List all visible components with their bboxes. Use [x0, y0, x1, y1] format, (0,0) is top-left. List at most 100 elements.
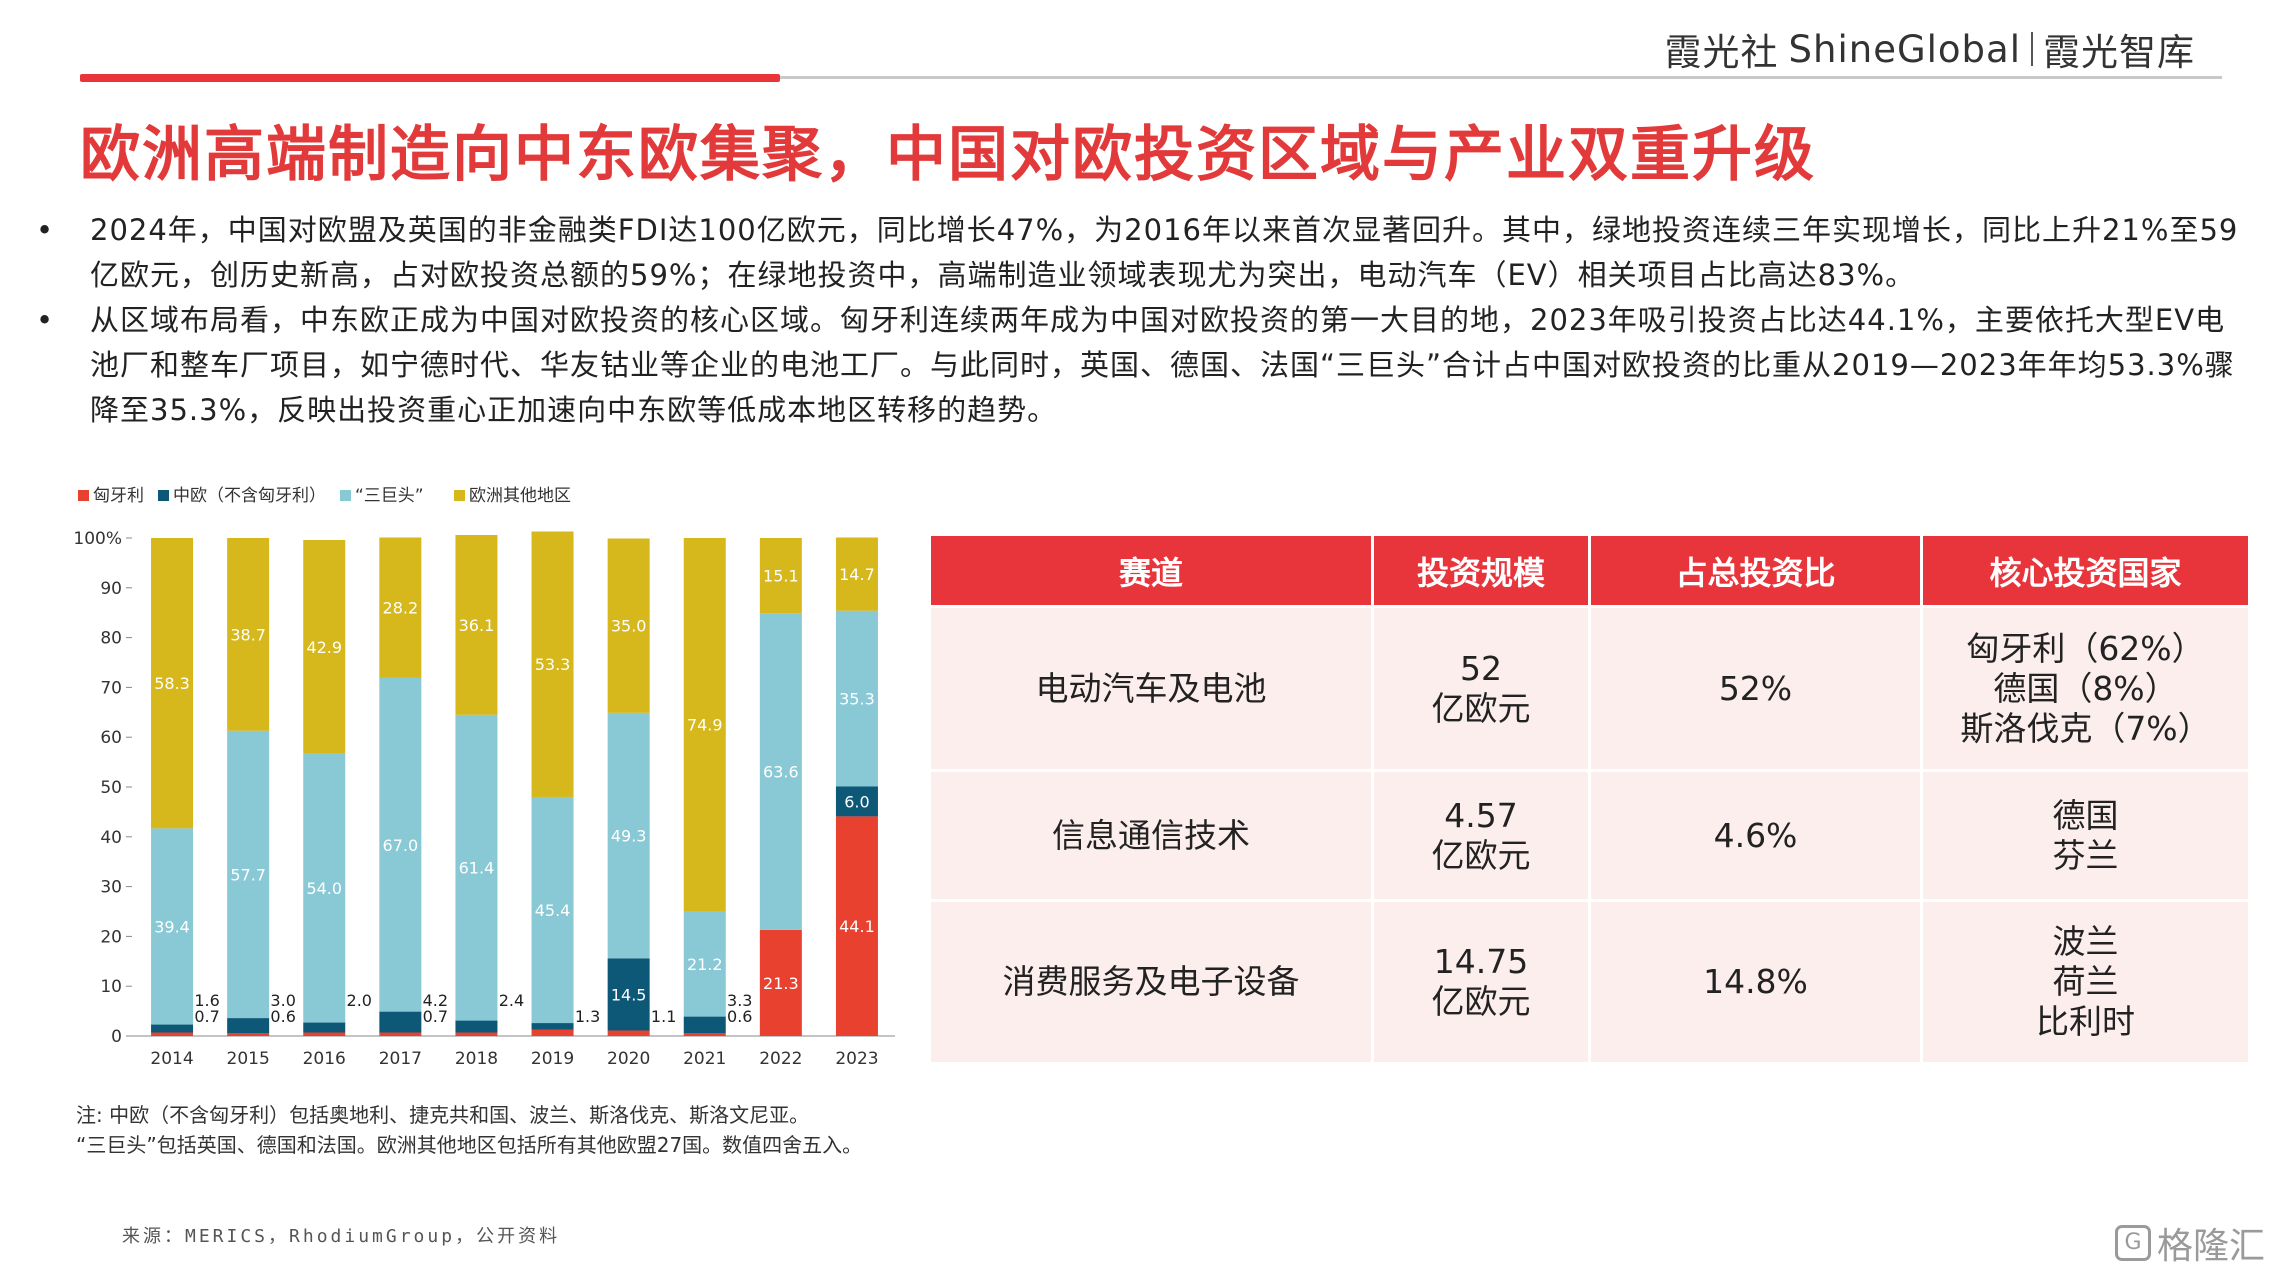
investment-table: 赛道 投资规模 占总投资比 核心投资国家 电动汽车及电池 52 亿欧元 52% 匈… — [928, 533, 2251, 1065]
chart-svg: 匈牙利 中欧（不含匈牙利） “三巨头” 欧洲其他地区 0 10 20 30 40 50 60 70 80… — [73, 486, 895, 1069]
country: 比利时 — [2036, 1002, 2135, 1041]
share-cell: 52% — [1588, 605, 1923, 772]
bar-segment — [835, 816, 878, 1036]
bar-segment — [379, 677, 422, 1012]
country: 荷兰 — [2052, 962, 2119, 1001]
stacked-bar-chart: 匈牙利 中欧（不含匈牙利） “三巨头” 欧洲其他地区 0 10 20 30 40 50 60 70 80… — [60, 470, 930, 1170]
x-tick-label: 2019 — [531, 1049, 574, 1069]
data-label: 4.2 — [423, 991, 448, 1010]
x-tick-label: 2020 — [607, 1049, 650, 1069]
header-rule — [80, 76, 2222, 79]
legend-label: 中欧（不含匈牙利） — [173, 486, 326, 506]
data-label: 61.4 — [459, 859, 495, 878]
data-label: 21.2 — [687, 955, 723, 974]
page-title: 欧洲高端制造向中东欧集聚，中国对欧投资区域与产业双重升级 — [80, 120, 1816, 190]
bar-segment — [303, 539, 346, 754]
brand-right: 霞光智库 — [2043, 31, 2195, 74]
data-label: 0.6 — [727, 1007, 752, 1026]
amount-cell: 52 亿欧元 — [1371, 605, 1591, 772]
country: 波兰 — [2052, 922, 2119, 961]
data-label: 35.3 — [839, 690, 875, 709]
x-tick-label: 2017 — [379, 1049, 422, 1069]
amount-value: 14.75 — [1433, 942, 1529, 981]
legend-swatch — [78, 490, 89, 501]
amount-value: 4.57 — [1444, 795, 1518, 835]
data-label: 49.3 — [611, 827, 647, 846]
data-label: 0.7 — [423, 1007, 448, 1026]
bar-segment — [151, 1024, 194, 1033]
x-tick-label: 2018 — [455, 1049, 498, 1069]
bar-segment — [607, 958, 650, 1031]
bar-segment — [607, 712, 650, 959]
y-tick-label: 70 — [100, 678, 122, 698]
table-header-amount: 投资规模 — [1371, 533, 1591, 608]
amount-cell: 14.75 亿欧元 — [1371, 899, 1591, 1065]
bar-segment — [531, 1029, 574, 1036]
data-label: 14.5 — [611, 985, 647, 1004]
brand-en: ShineGlobal — [1788, 27, 2021, 71]
bar-segment — [151, 1032, 194, 1036]
bar-segment — [759, 538, 802, 614]
bar-segment — [379, 1032, 422, 1036]
bar-segment — [531, 796, 574, 1024]
x-tick-label: 2022 — [759, 1049, 802, 1069]
data-label: 0.7 — [194, 1007, 219, 1026]
data-label: 57.7 — [230, 865, 266, 884]
brand-cn: 霞光社 — [1664, 31, 1779, 74]
amount-cell: 4.57 亿欧元 — [1371, 769, 1591, 902]
legend-swatch — [454, 490, 465, 501]
country: 匈牙利（62%） — [1966, 628, 2205, 668]
data-label: 0.6 — [270, 1007, 295, 1026]
bar-segment — [531, 531, 574, 797]
y-tick-label: 20 — [100, 927, 122, 947]
bar-segment — [227, 1018, 270, 1034]
table-row: 电动汽车及电池 52 亿欧元 52% 匈牙利（62%） 德国（8%） 斯洛伐克（7%） — [928, 605, 2251, 772]
x-tick-label: 2014 — [150, 1049, 193, 1069]
data-label: 14.7 — [839, 565, 875, 584]
bar-segment — [607, 538, 650, 713]
y-tick-label: 100% — [73, 529, 122, 549]
data-label: 6.0 — [844, 792, 869, 811]
legend-label: “三巨头” — [355, 486, 424, 506]
legend-swatch — [340, 490, 351, 501]
country: 德国 — [2052, 795, 2119, 835]
bar-segment — [759, 613, 802, 930]
data-label: 67.0 — [383, 836, 419, 855]
track-cell: 电动汽车及电池 — [928, 605, 1374, 772]
data-label: 45.4 — [535, 901, 571, 920]
share-cell: 14.8% — [1588, 899, 1923, 1065]
data-label: 35.0 — [611, 617, 647, 636]
brand-separator — [2031, 32, 2033, 66]
table-row: 消费服务及电子设备 14.75 亿欧元 14.8% 波兰 荷兰 比利时 — [928, 899, 2251, 1065]
share-cell: 4.6% — [1588, 769, 1923, 902]
bar-segment — [303, 1032, 346, 1036]
data-label: 74.9 — [687, 716, 723, 735]
bar-segment — [151, 538, 194, 829]
watermark-logo-icon: G — [2114, 1225, 2151, 1261]
bullet-item: • 2024年，中国对欧盟及英国的非金融类FDI达100亿欧元，同比增长47%，为… — [30, 208, 2240, 298]
chart-note-line-1: 注: 中欧（不含匈牙利）包括奥地利、捷克共和国、波兰、斯洛伐克、斯洛文尼亚。 — [76, 1103, 810, 1127]
watermark: G 格隆汇 — [2114, 1217, 2265, 1269]
chart-note: 注: 中欧（不含匈牙利）包括奥地利、捷克共和国、波兰、斯洛伐克、斯洛文尼亚。 “… — [76, 1100, 936, 1160]
amount-unit: 亿欧元 — [1431, 835, 1531, 875]
data-label: 42.9 — [306, 638, 342, 657]
bar-segment — [683, 911, 726, 1017]
y-tick-label: 60 — [100, 728, 122, 748]
data-label: 39.4 — [154, 917, 190, 936]
countries-cell: 匈牙利（62%） 德国（8%） 斯洛伐克（7%） — [1920, 605, 2251, 772]
bar-segment — [227, 538, 270, 731]
bar-segment — [835, 610, 878, 787]
brand-header: 霞光社 ShineGlobal 霞光智库 — [1665, 22, 2195, 76]
y-tick-label: 40 — [100, 828, 122, 848]
bullet-list: • 2024年，中国对欧盟及英国的非金融类FDI达100亿欧元，同比增长47%，为… — [30, 208, 2240, 433]
data-label: 3.3 — [727, 991, 752, 1010]
data-label: 2.0 — [347, 991, 372, 1010]
bar-segment — [455, 1032, 498, 1036]
bar-segment — [455, 714, 498, 1021]
data-label: 1.1 — [651, 1007, 676, 1026]
amount-unit: 亿欧元 — [1431, 688, 1531, 728]
bullet-item: • 从区域布局看，中东欧正成为中国对欧投资的核心区域。匈牙利连续两年成为中国对欧投… — [30, 298, 2240, 433]
table-header-row: 赛道 投资规模 占总投资比 核心投资国家 — [928, 533, 2251, 608]
bullet-dot: • — [36, 303, 55, 337]
bar-segment — [455, 535, 498, 715]
